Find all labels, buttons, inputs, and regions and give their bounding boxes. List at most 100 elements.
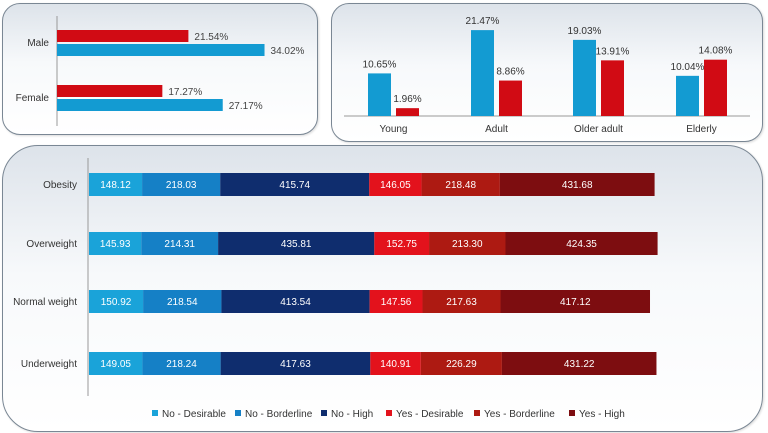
bar-yes [704,59,727,116]
segment-no-desirable [89,173,143,196]
bar-no [471,30,494,116]
segment-yes-high [499,173,655,196]
bmi-chart: Obesity 148.12 218.03 415.74 146.05 218.48 431… [13,158,658,420]
segment-yes-desirable [369,290,423,313]
segment-yes-high [501,352,657,375]
age-chart-panel: 10.65% 1.96% Young 21.47% 8.86% Adult 19.03% 13… [331,3,763,142]
category-label: Older adult [574,124,623,135]
data-label: 1.96% [393,94,421,105]
data-label: 34.02% [271,46,305,57]
data-label: 17.27% [168,87,202,98]
segment-label: 150.92 [101,297,132,308]
data-label: 10.04% [671,62,705,73]
data-label: 27.17% [229,101,263,112]
segment-no-high [221,290,370,313]
segment-label: 424.35 [566,239,597,250]
category-label: Elderly [686,124,717,135]
segment-no-desirable [89,232,142,255]
legend-swatch [235,410,241,416]
data-label: 8.86% [496,67,524,78]
category-label: Normal weight [13,297,77,308]
gender-chart-panel: Male 21.54% 34.02% Female 17.27% 27.17% [2,3,318,135]
legend-label: Yes - High [579,409,625,420]
category-label: Female [16,93,50,104]
category-label: Young [380,124,408,135]
age-chart: 10.65% 1.96% Young 21.47% 8.86% Adult 19.03% 13… [344,16,750,135]
segment-label: 226.29 [446,359,477,370]
data-label: 21.54% [194,32,228,43]
gender-chart: Male 21.54% 34.02% Female 17.27% 27.17% [16,16,305,126]
segment-label: 145.93 [100,239,131,250]
legend-label: No - High [331,409,373,420]
segment-yes-borderline [429,232,506,255]
category-label: Underweight [21,359,77,370]
segment-label: 149.05 [100,359,131,370]
category-label: Obesity [43,180,77,191]
legend-swatch [569,410,575,416]
legend-label: No - Desirable [162,409,226,420]
segment-yes-borderline [422,290,501,313]
category-label: Adult [485,124,508,135]
category-label: Male [27,38,49,49]
segment-no-desirable [89,290,144,313]
bar-no [368,73,391,116]
segment-yes-desirable [374,232,430,255]
segment-no-borderline [141,232,219,255]
category-label: Overweight [26,239,77,250]
segment-label: 218.24 [166,359,197,370]
data-label: 19.03% [568,26,602,37]
bar-yes [396,108,419,116]
segment-no-borderline [142,173,221,196]
bar-yes [57,85,163,97]
segment-label: 417.63 [280,359,311,370]
segment-label: 413.54 [280,297,311,308]
bar-yes [57,30,189,42]
data-label: 10.65% [363,59,397,70]
segment-label: 140.91 [380,359,411,370]
segment-label: 147.56 [381,297,412,308]
legend-swatch [321,410,327,416]
bar-no [573,39,596,116]
segment-label: 148.12 [100,180,131,191]
segment-label: 152.75 [386,239,417,250]
legend-label: Yes - Borderline [484,409,555,420]
bar-yes [601,60,624,116]
segment-yes-desirable [369,173,422,196]
segment-label: 218.54 [167,297,198,308]
data-label: 13.91% [596,46,630,57]
segment-label: 431.68 [562,180,593,191]
bmi-chart-panel: Obesity 148.12 218.03 415.74 146.05 218.48 431… [2,145,763,432]
segment-label: 431.22 [564,359,595,370]
segment-label: 217.63 [446,297,477,308]
segment-label: 218.03 [166,180,197,191]
legend-swatch [474,410,480,416]
segment-yes-high [505,232,658,255]
segment-no-high [220,173,370,196]
segment-no-borderline [143,290,222,313]
segment-no-desirable [89,352,143,375]
bar-no [57,99,223,111]
segment-no-high [220,352,371,375]
bar-no [676,75,699,116]
segment-yes-high [500,290,651,313]
legend-label: No - Borderline [245,409,313,420]
legend-swatch [152,410,158,416]
segment-label: 417.12 [560,297,591,308]
segment-yes-borderline [420,352,502,375]
segment-label: 214.31 [164,239,195,250]
bar-yes [499,80,522,116]
segment-label: 218.48 [445,180,476,191]
segment-label: 435.81 [281,239,312,250]
segment-label: 146.05 [380,180,411,191]
legend-label: Yes - Desirable [396,409,464,420]
segment-no-borderline [142,352,221,375]
data-label: 14.08% [699,46,733,57]
segment-label: 213.30 [452,239,483,250]
segment-yes-borderline [421,173,500,196]
legend-swatch [386,410,392,416]
data-label: 21.47% [466,16,500,27]
segment-label: 415.74 [279,180,310,191]
bar-no [57,44,265,56]
segment-no-high [218,232,375,255]
segment-yes-desirable [370,352,421,375]
